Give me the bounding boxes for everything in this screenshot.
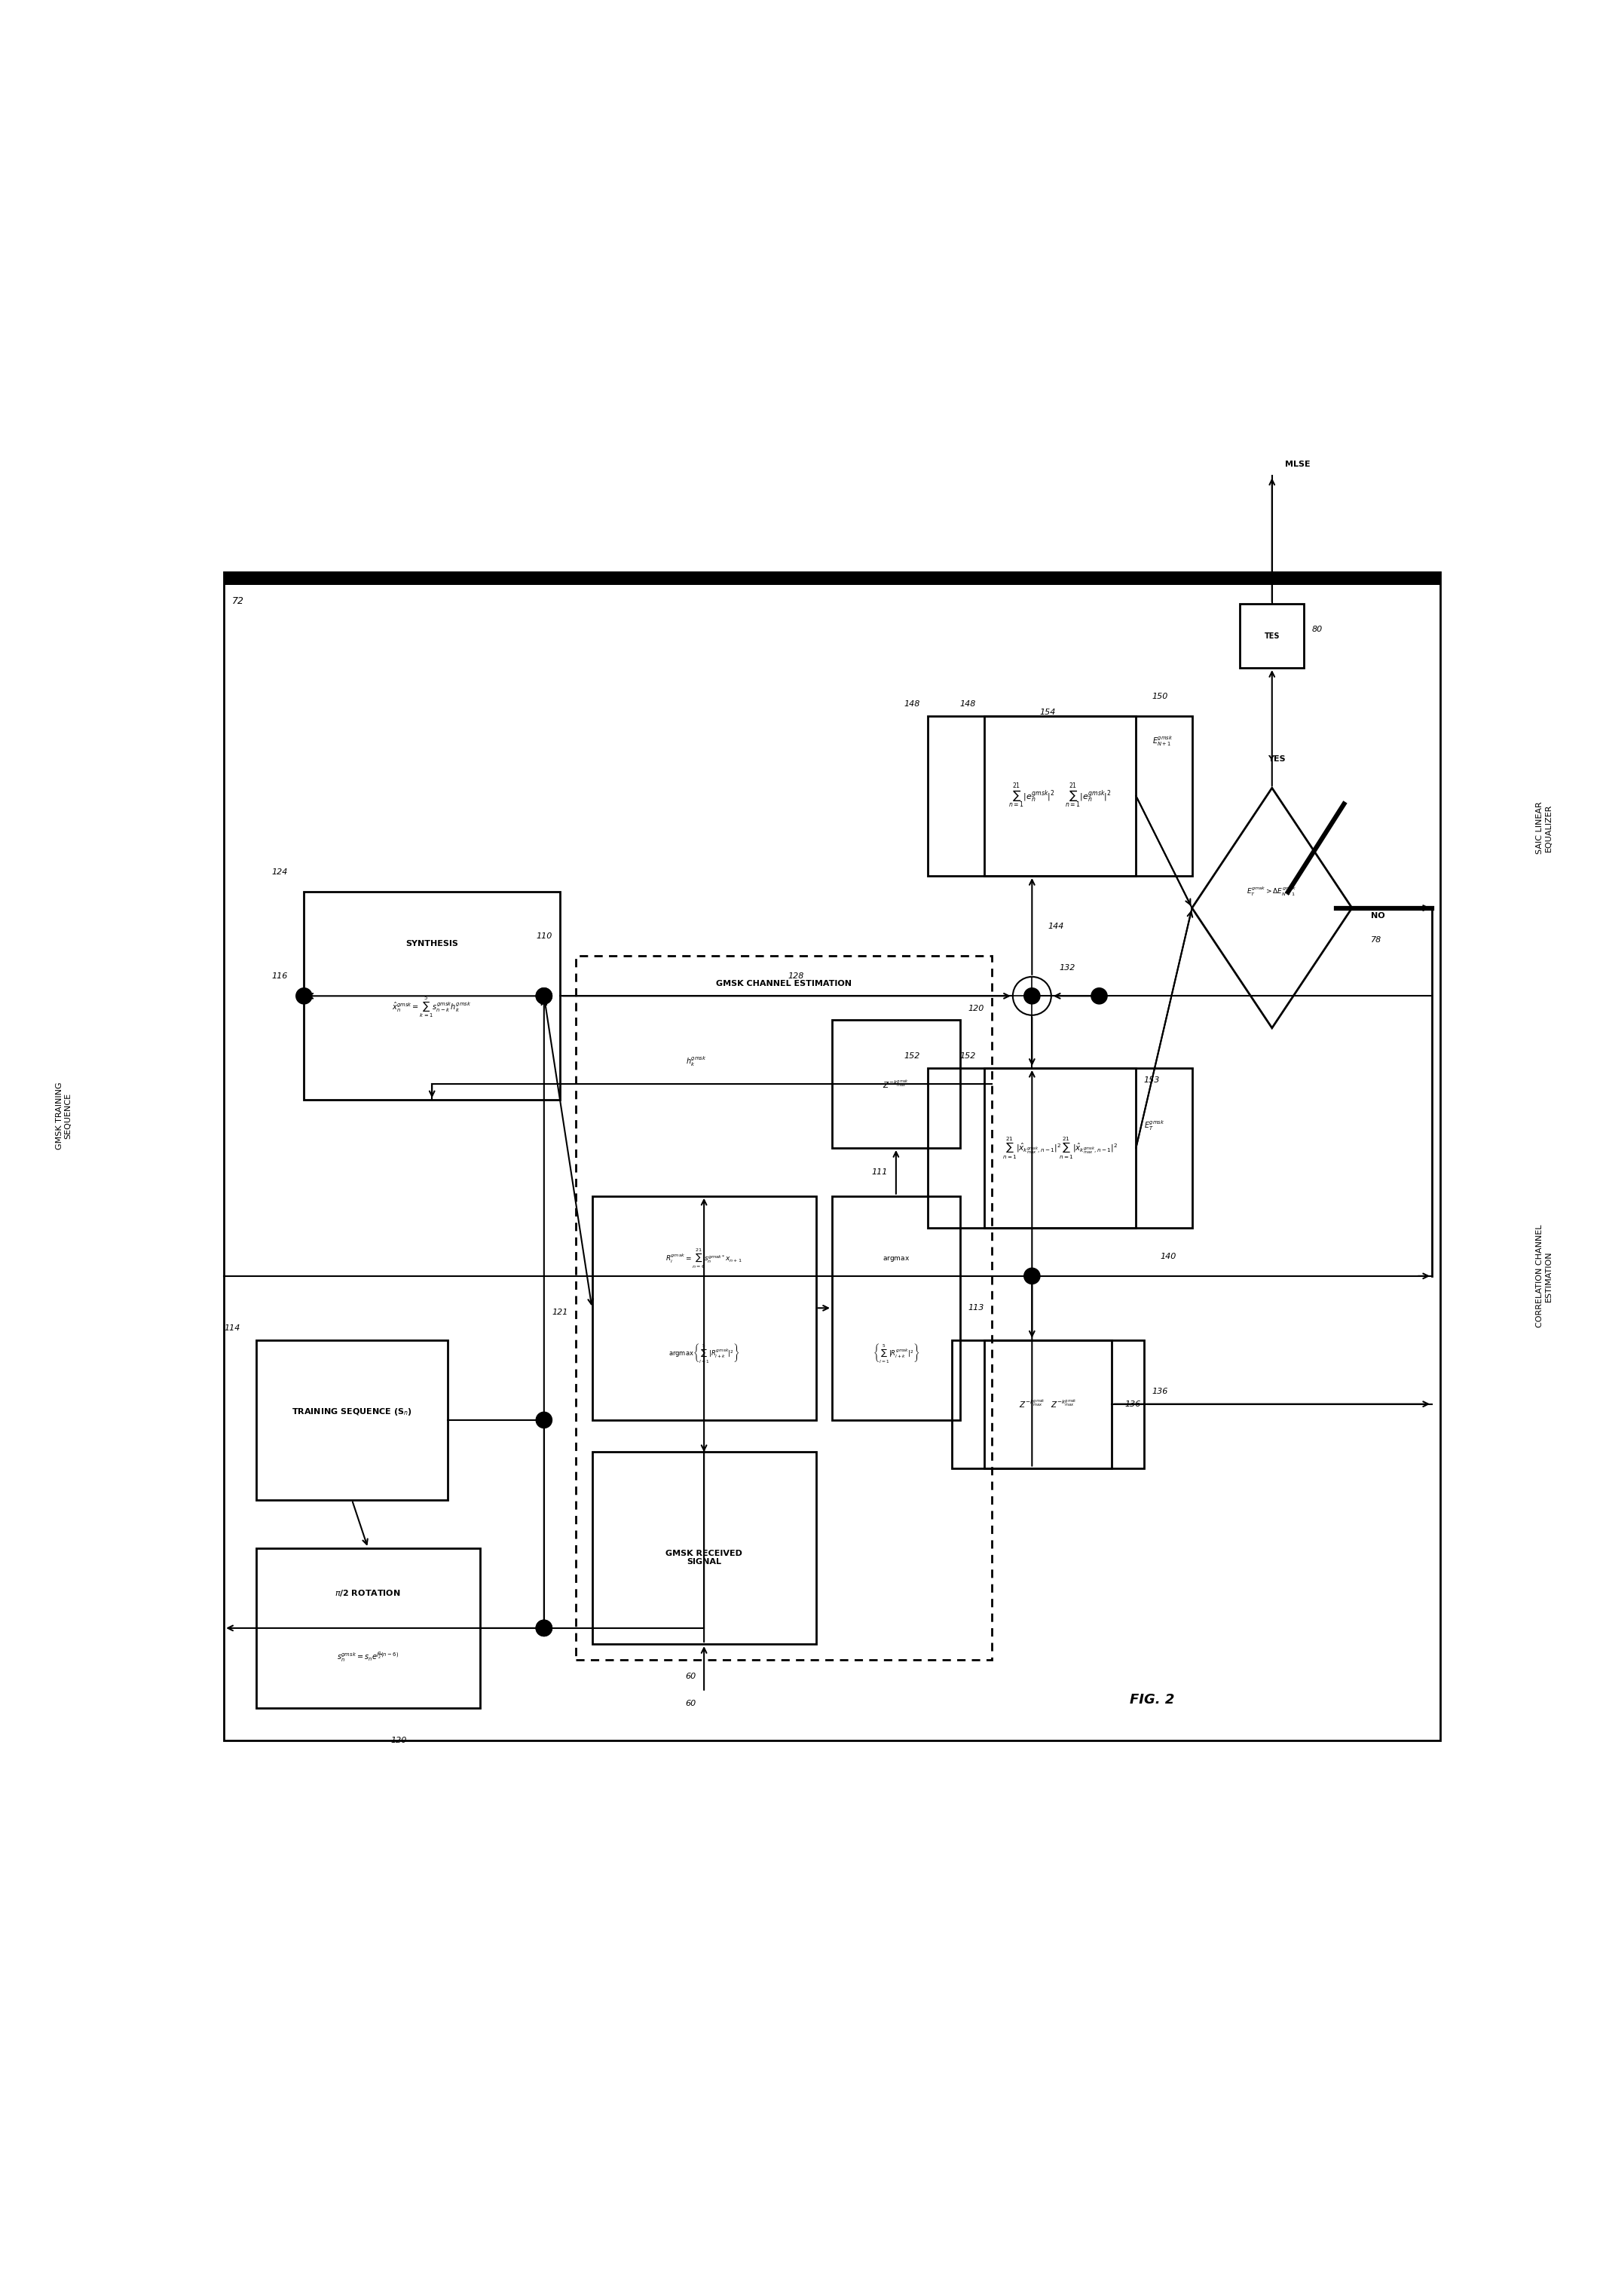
Text: $\sum_{n=1}^{21}|e_n^{gmsk}|^2$: $\sum_{n=1}^{21}|e_n^{gmsk}|^2$ — [1008, 783, 1056, 810]
Text: 116: 116 — [272, 974, 288, 980]
Text: $R_i^{gmsk}=\sum_{n=6}^{21}s_n^{gmsk*}x_{n+1}$: $R_i^{gmsk}=\sum_{n=6}^{21}s_n^{gmsk*}x_… — [666, 1247, 742, 1270]
Text: 120: 120 — [390, 1736, 406, 1745]
Bar — [928, 1068, 1136, 1228]
Text: FIG. 2: FIG. 2 — [1130, 1694, 1174, 1706]
Text: $\mathrm{argmax}\left\{\sum_{l=1}^{5}|R_{l+k}^{gmsk}|^2\right\}$: $\mathrm{argmax}\left\{\sum_{l=1}^{5}|R_… — [669, 1341, 739, 1364]
Text: $\sum_{n=1}^{21}|\hat{x}_{k_{max}^{gmsk},n-1}|^2$: $\sum_{n=1}^{21}|\hat{x}_{k_{max}^{gmsk}… — [1003, 1137, 1061, 1159]
Bar — [256, 1341, 448, 1499]
Text: $Z^{-k_{max}^{gmsk}}$: $Z^{-k_{max}^{gmsk}}$ — [1051, 1398, 1077, 1410]
Text: 154: 154 — [1040, 709, 1056, 716]
Text: MLSE: MLSE — [1285, 461, 1310, 468]
Bar — [304, 891, 560, 1100]
Circle shape — [536, 987, 552, 1003]
Text: 148: 148 — [904, 700, 920, 707]
Text: 111: 111 — [872, 1169, 888, 1176]
Circle shape — [536, 1621, 552, 1637]
Bar — [984, 716, 1192, 877]
Text: $h_k^{gmsk}$: $h_k^{gmsk}$ — [685, 1054, 707, 1068]
Bar — [832, 1019, 960, 1148]
Bar — [224, 572, 1440, 1740]
Text: GMSK TRAINING
SEQUENCE: GMSK TRAINING SEQUENCE — [56, 1081, 72, 1150]
Text: $\left\{\sum_{l=1}^{5}|R_{l+k}^{gmsk}|^2\right\}$: $\left\{\sum_{l=1}^{5}|R_{l+k}^{gmsk}|^2… — [872, 1341, 920, 1364]
Text: 148: 148 — [960, 700, 976, 707]
Text: 152: 152 — [904, 1052, 920, 1061]
Bar — [952, 1341, 1112, 1467]
Bar — [984, 1068, 1192, 1228]
Text: 128: 128 — [787, 974, 805, 980]
Bar — [592, 1451, 816, 1644]
Bar — [592, 1196, 816, 1419]
Bar — [984, 1341, 1144, 1467]
Text: 60: 60 — [685, 1674, 696, 1681]
Text: $\sum_{n=1}^{21}|e_n^{gmsk}|^2$: $\sum_{n=1}^{21}|e_n^{gmsk}|^2$ — [1064, 783, 1112, 810]
Bar — [576, 955, 992, 1660]
Text: $E_T^{gmsk}>\Delta E_{N+1}^{gmsk}$: $E_T^{gmsk}>\Delta E_{N+1}^{gmsk}$ — [1246, 886, 1298, 898]
Text: 124: 124 — [272, 868, 288, 877]
Text: $\hat{x}_n^{gmsk}=\sum_{k=1}^{5}s_{n-k}^{gmsk}h_k^{gmsk}$: $\hat{x}_n^{gmsk}=\sum_{k=1}^{5}s_{n-k}^… — [392, 994, 472, 1019]
Text: GMSK RECEIVED
SIGNAL: GMSK RECEIVED SIGNAL — [666, 1550, 742, 1566]
Circle shape — [536, 1412, 552, 1428]
Text: 153: 153 — [1144, 1077, 1160, 1084]
Text: 150: 150 — [1152, 693, 1168, 700]
Text: 121: 121 — [552, 1309, 568, 1316]
Text: 144: 144 — [1048, 923, 1064, 930]
Circle shape — [296, 987, 312, 1003]
Text: $E_{N+1}^{gmsk}$: $E_{N+1}^{gmsk}$ — [1152, 735, 1173, 748]
Text: 78: 78 — [1371, 937, 1382, 944]
Text: 72: 72 — [232, 597, 245, 606]
Bar — [1240, 604, 1304, 668]
Text: 140: 140 — [1160, 1254, 1176, 1261]
Text: 152: 152 — [960, 1052, 976, 1061]
Circle shape — [1024, 1267, 1040, 1283]
Text: 136: 136 — [1152, 1387, 1168, 1396]
Bar — [832, 1196, 960, 1419]
Text: $\sum_{n=1}^{21}|\hat{x}_{k_{max}^{gmsk},n-1}|^2$: $\sum_{n=1}^{21}|\hat{x}_{k_{max}^{gmsk}… — [1059, 1137, 1117, 1159]
Text: YES: YES — [1267, 755, 1286, 762]
Text: SAIC LINEAR
EQUALIZER: SAIC LINEAR EQUALIZER — [1536, 801, 1552, 854]
Text: GMSK CHANNEL ESTIMATION: GMSK CHANNEL ESTIMATION — [717, 980, 851, 987]
Text: $Z^{-k_{max}^{gmsk}}$: $Z^{-k_{max}^{gmsk}}$ — [1019, 1398, 1045, 1410]
Text: 132: 132 — [1059, 964, 1075, 971]
Circle shape — [1091, 987, 1107, 1003]
Text: $\pi$/2 ROTATION: $\pi$/2 ROTATION — [334, 1589, 402, 1598]
Text: 114: 114 — [224, 1325, 240, 1332]
Text: 110: 110 — [536, 932, 552, 939]
Text: TES: TES — [1264, 631, 1280, 641]
Text: 60: 60 — [685, 1699, 696, 1708]
Text: $E_T^{gmsk}$: $E_T^{gmsk}$ — [1144, 1118, 1165, 1132]
Text: 120: 120 — [968, 1003, 984, 1013]
Text: 136: 136 — [1125, 1401, 1141, 1407]
Text: TRAINING SEQUENCE (S$_n$): TRAINING SEQUENCE (S$_n$) — [291, 1407, 413, 1417]
Text: NO: NO — [1371, 912, 1386, 921]
Circle shape — [1024, 987, 1040, 1003]
Bar — [224, 572, 1440, 585]
Text: 80: 80 — [1312, 627, 1323, 634]
Text: $Z^{-k_{max}^{gmsk}}$: $Z^{-k_{max}^{gmsk}}$ — [883, 1079, 909, 1091]
Circle shape — [536, 987, 552, 1003]
Circle shape — [536, 1621, 552, 1637]
Text: $\mathrm{argmax}$: $\mathrm{argmax}$ — [882, 1254, 910, 1263]
Text: CORRELATION CHANNEL
ESTIMATION: CORRELATION CHANNEL ESTIMATION — [1536, 1224, 1552, 1327]
Text: $s_n^{gmsk} = s_n e^{j\frac{\pi}{2}(n-6)}$: $s_n^{gmsk} = s_n e^{j\frac{\pi}{2}(n-6)… — [338, 1651, 398, 1665]
Text: 113: 113 — [968, 1304, 984, 1311]
Bar — [928, 716, 1136, 877]
Bar — [256, 1548, 480, 1708]
Text: SYNTHESIS: SYNTHESIS — [406, 939, 458, 948]
